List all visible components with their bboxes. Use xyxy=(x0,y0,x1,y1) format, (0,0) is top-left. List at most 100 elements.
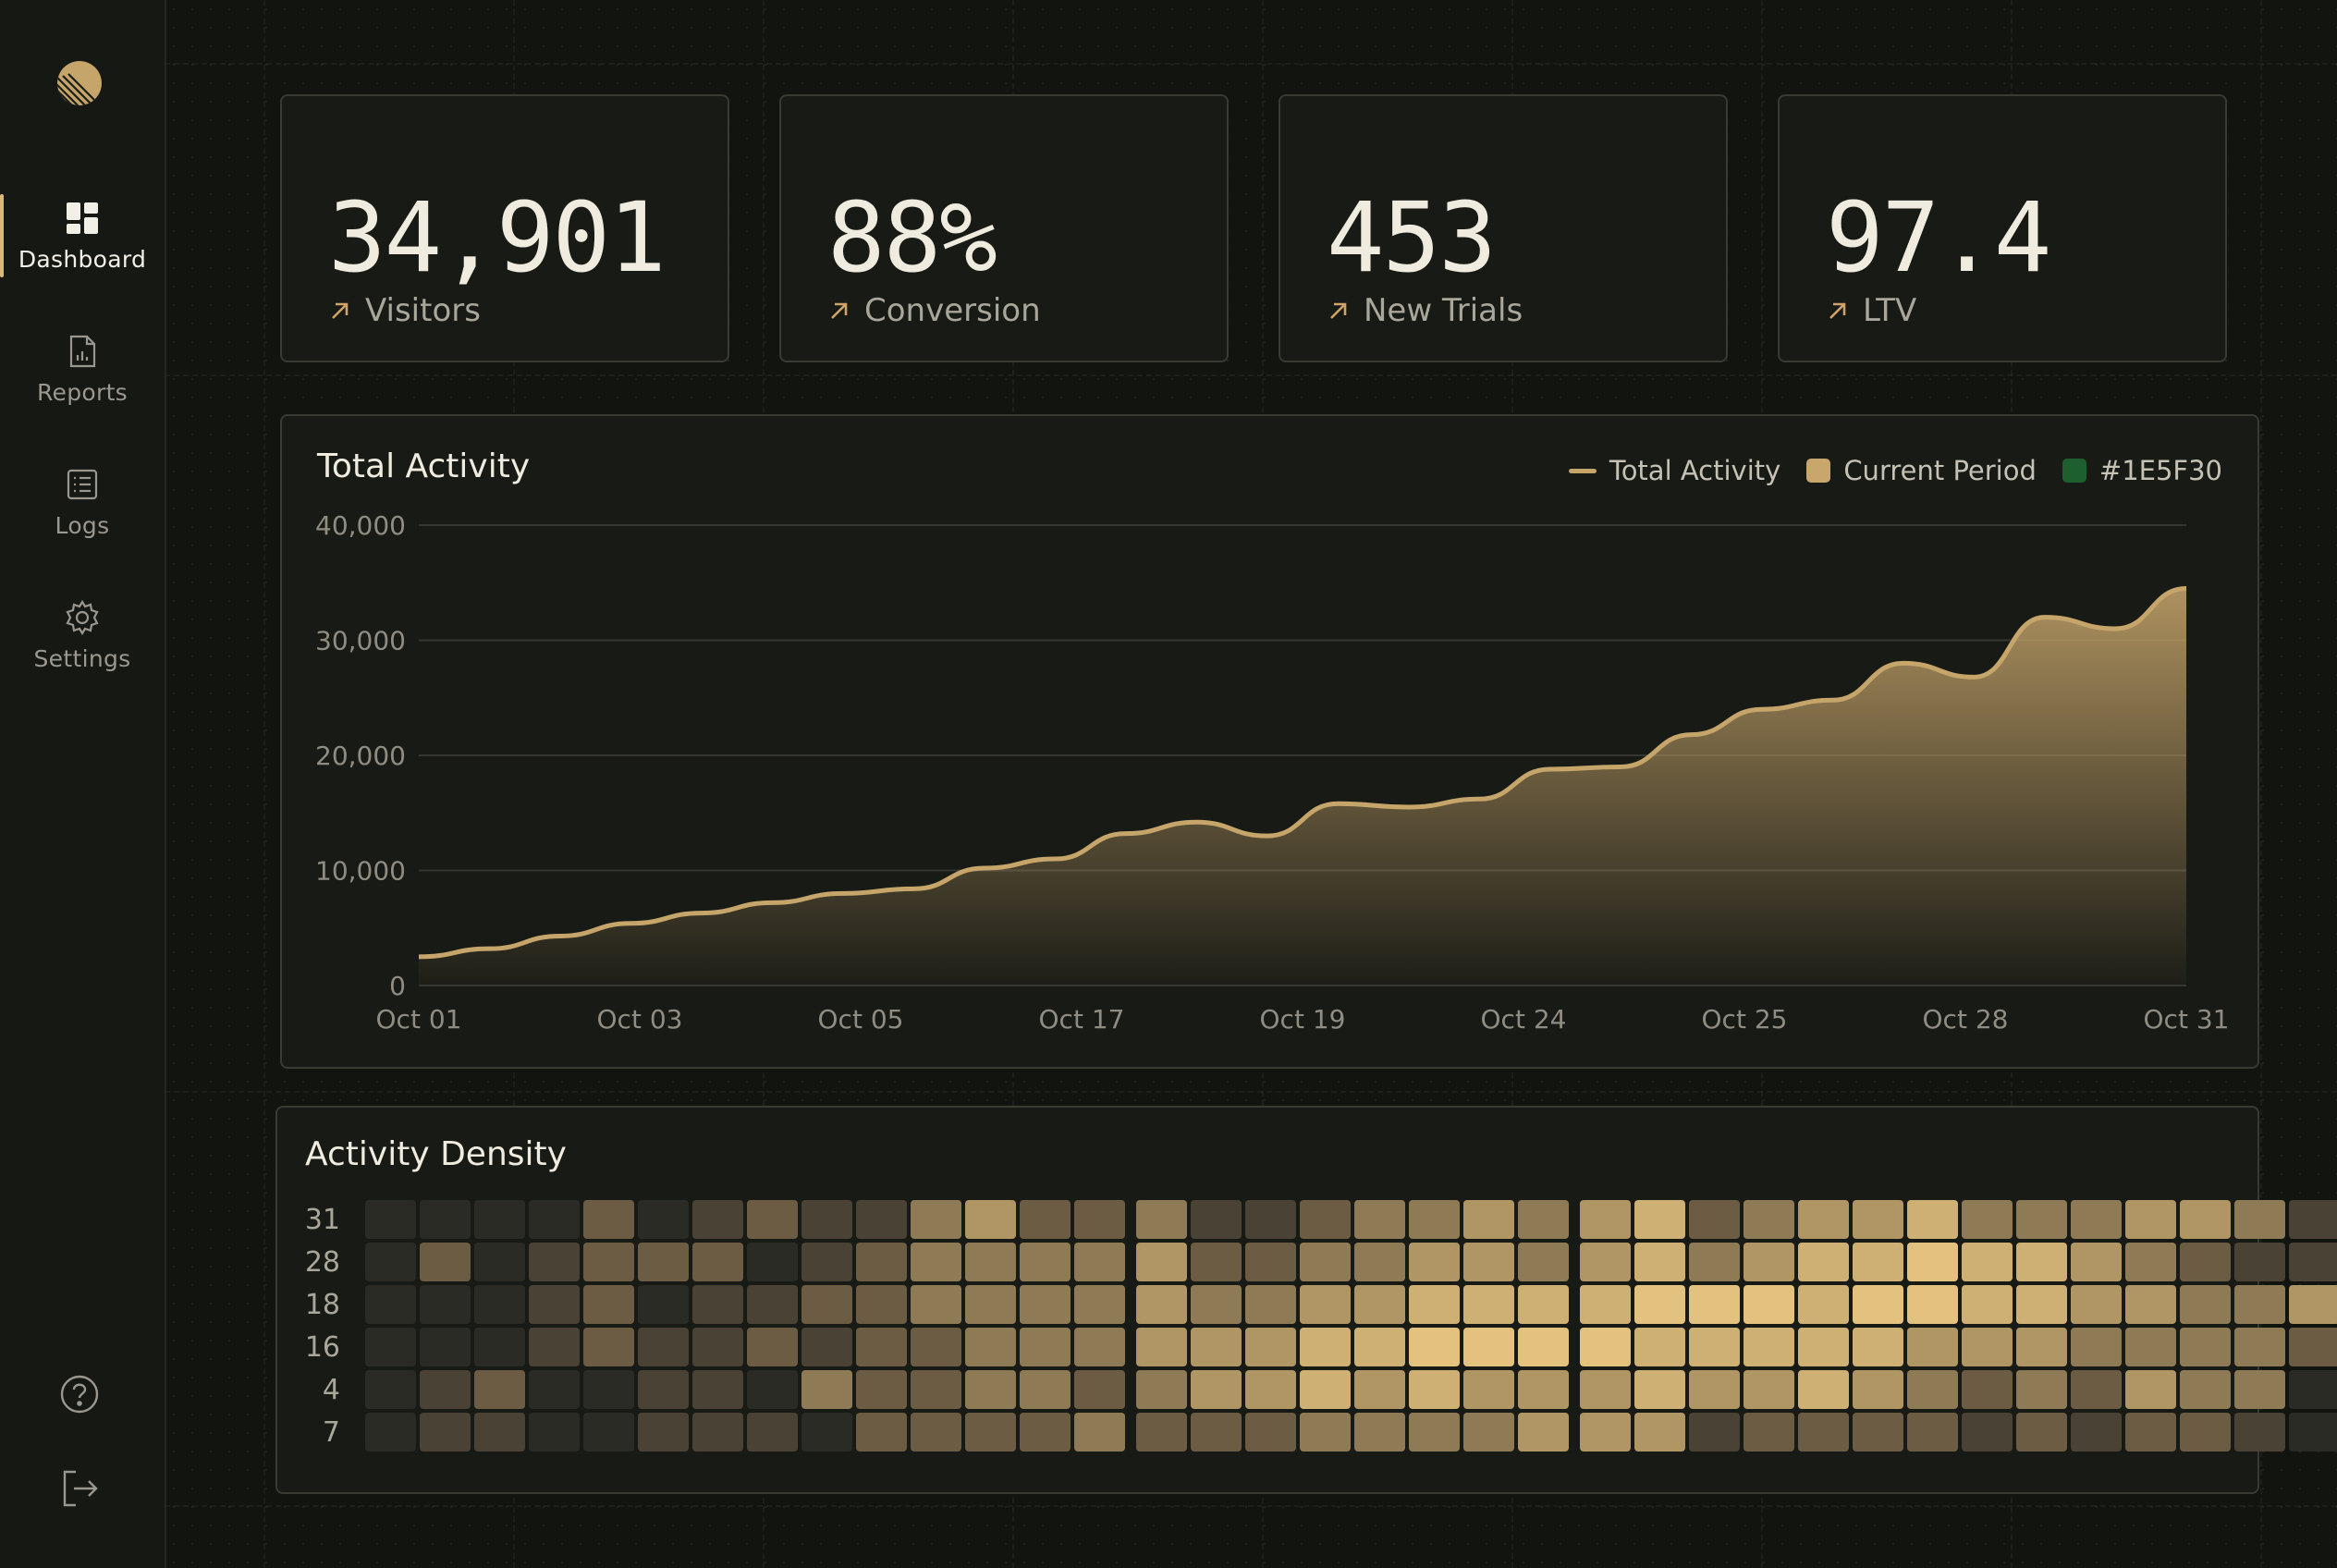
heatmap-cell[interactable] xyxy=(1136,1285,1187,1324)
heatmap-cell[interactable] xyxy=(2289,1285,2337,1324)
heatmap-cell[interactable] xyxy=(1354,1200,1405,1239)
heatmap-cell[interactable] xyxy=(2234,1285,2285,1324)
heatmap-cell[interactable] xyxy=(1191,1200,1242,1239)
heatmap-cell[interactable] xyxy=(801,1285,852,1324)
heatmap-cell[interactable] xyxy=(2125,1285,2176,1324)
heatmap-cell[interactable] xyxy=(692,1413,743,1452)
heatmap-cell[interactable] xyxy=(474,1243,525,1281)
heatmap-cell[interactable] xyxy=(2289,1370,2337,1409)
heatmap-cell[interactable] xyxy=(1191,1285,1242,1324)
heatmap-cell[interactable] xyxy=(911,1413,961,1452)
heatmap-cell[interactable] xyxy=(2234,1243,2285,1281)
heatmap-cell[interactable] xyxy=(1074,1413,1125,1452)
heatmap-cell[interactable] xyxy=(583,1370,634,1409)
heatmap-cell[interactable] xyxy=(583,1285,634,1324)
heatmap-cell[interactable] xyxy=(1409,1370,1460,1409)
heatmap-cell[interactable] xyxy=(1300,1328,1351,1366)
heatmap-cell[interactable] xyxy=(692,1285,743,1324)
heatmap-cell[interactable] xyxy=(2180,1200,2231,1239)
half-moon-logo[interactable] xyxy=(55,59,104,107)
heatmap-cell[interactable] xyxy=(1580,1200,1631,1239)
heatmap-cell[interactable] xyxy=(801,1328,852,1366)
heatmap-cell[interactable] xyxy=(2016,1370,2067,1409)
legend-item-green[interactable]: #1E5F30 xyxy=(2062,455,2222,486)
heatmap-cell[interactable] xyxy=(1463,1243,1514,1281)
heatmap-cell[interactable] xyxy=(1354,1285,1405,1324)
heatmap-cell[interactable] xyxy=(420,1285,471,1324)
heatmap-cell[interactable] xyxy=(2071,1200,2122,1239)
heatmap-cell[interactable] xyxy=(1191,1328,1242,1366)
kpi-card-ltv[interactable]: 97.4 LTV xyxy=(1778,94,2227,362)
heatmap-cell[interactable] xyxy=(965,1328,1016,1366)
heatmap-cell[interactable] xyxy=(1354,1370,1405,1409)
heatmap-cell[interactable] xyxy=(420,1370,471,1409)
heatmap-cell[interactable] xyxy=(2289,1413,2337,1452)
heatmap-cell[interactable] xyxy=(1136,1200,1187,1239)
heatmap-cell[interactable] xyxy=(747,1413,798,1452)
heatmap-cell[interactable] xyxy=(1409,1243,1460,1281)
heatmap-cell[interactable] xyxy=(1020,1328,1071,1366)
heatmap-cell[interactable] xyxy=(856,1413,907,1452)
heatmap-cell[interactable] xyxy=(474,1413,525,1452)
heatmap-cell[interactable] xyxy=(420,1413,471,1452)
heatmap-cell[interactable] xyxy=(529,1328,580,1366)
heatmap-cell[interactable] xyxy=(638,1285,689,1324)
heatmap-cell[interactable] xyxy=(911,1328,961,1366)
heatmap-cell[interactable] xyxy=(1907,1328,1958,1366)
heatmap-cell[interactable] xyxy=(2234,1370,2285,1409)
heatmap-cell[interactable] xyxy=(747,1200,798,1239)
heatmap-cell[interactable] xyxy=(1798,1413,1849,1452)
heatmap-cell[interactable] xyxy=(747,1328,798,1366)
heatmap-cell[interactable] xyxy=(1962,1370,2013,1409)
heatmap-cell[interactable] xyxy=(2180,1370,2231,1409)
heatmap-cell[interactable] xyxy=(1136,1370,1187,1409)
heatmap-cell[interactable] xyxy=(692,1243,743,1281)
heatmap-cell[interactable] xyxy=(1853,1413,1903,1452)
kpi-card-visitors[interactable]: 34,901 Visitors xyxy=(280,94,729,362)
heatmap-cell[interactable] xyxy=(2234,1328,2285,1366)
heatmap-cell[interactable] xyxy=(1962,1200,2013,1239)
heatmap-cell[interactable] xyxy=(1136,1328,1187,1366)
heatmap-cell[interactable] xyxy=(1744,1200,1794,1239)
heatmap-cell[interactable] xyxy=(911,1200,961,1239)
heatmap-cell[interactable] xyxy=(692,1328,743,1366)
heatmap-cell[interactable] xyxy=(1853,1328,1903,1366)
heatmap-cell[interactable] xyxy=(1518,1328,1569,1366)
heatmap-cell[interactable] xyxy=(1300,1200,1351,1239)
heatmap-cell[interactable] xyxy=(1300,1243,1351,1281)
heatmap-cell[interactable] xyxy=(365,1285,416,1324)
heatmap-cell[interactable] xyxy=(856,1370,907,1409)
heatmap-cell[interactable] xyxy=(2234,1413,2285,1452)
heatmap-cell[interactable] xyxy=(365,1328,416,1366)
heatmap-cell[interactable] xyxy=(1245,1285,1296,1324)
heatmap-cell[interactable] xyxy=(1798,1200,1849,1239)
heatmap-cell[interactable] xyxy=(2016,1285,2067,1324)
heatmap-cell[interactable] xyxy=(638,1370,689,1409)
heatmap-cell[interactable] xyxy=(1853,1370,1903,1409)
heatmap-cell[interactable] xyxy=(2180,1328,2231,1366)
heatmap-cell[interactable] xyxy=(1689,1285,1740,1324)
heatmap-cell[interactable] xyxy=(1245,1243,1296,1281)
heatmap-cell[interactable] xyxy=(2071,1370,2122,1409)
heatmap-cell[interactable] xyxy=(1962,1413,2013,1452)
heatmap-cell[interactable] xyxy=(1744,1370,1794,1409)
heatmap-cell[interactable] xyxy=(1409,1200,1460,1239)
heatmap-cell[interactable] xyxy=(1074,1328,1125,1366)
heatmap-cell[interactable] xyxy=(1580,1328,1631,1366)
heatmap-cell[interactable] xyxy=(2016,1200,2067,1239)
kpi-card-conversion[interactable]: 88% Conversion xyxy=(779,94,1229,362)
heatmap-cell[interactable] xyxy=(474,1285,525,1324)
heatmap-cell[interactable] xyxy=(1907,1200,1958,1239)
heatmap-cell[interactable] xyxy=(2071,1413,2122,1452)
heatmap-cell[interactable] xyxy=(1634,1243,1685,1281)
heatmap-cell[interactable] xyxy=(965,1285,1016,1324)
heatmap-cell[interactable] xyxy=(2289,1328,2337,1366)
heatmap-cell[interactable] xyxy=(692,1200,743,1239)
heatmap-cell[interactable] xyxy=(1634,1413,1685,1452)
heatmap-cell[interactable] xyxy=(1853,1285,1903,1324)
heatmap-cell[interactable] xyxy=(1744,1413,1794,1452)
heatmap-cell[interactable] xyxy=(1689,1243,1740,1281)
heatmap-cell[interactable] xyxy=(1409,1285,1460,1324)
heatmap-cell[interactable] xyxy=(1962,1285,2013,1324)
heatmap-cell[interactable] xyxy=(1354,1328,1405,1366)
